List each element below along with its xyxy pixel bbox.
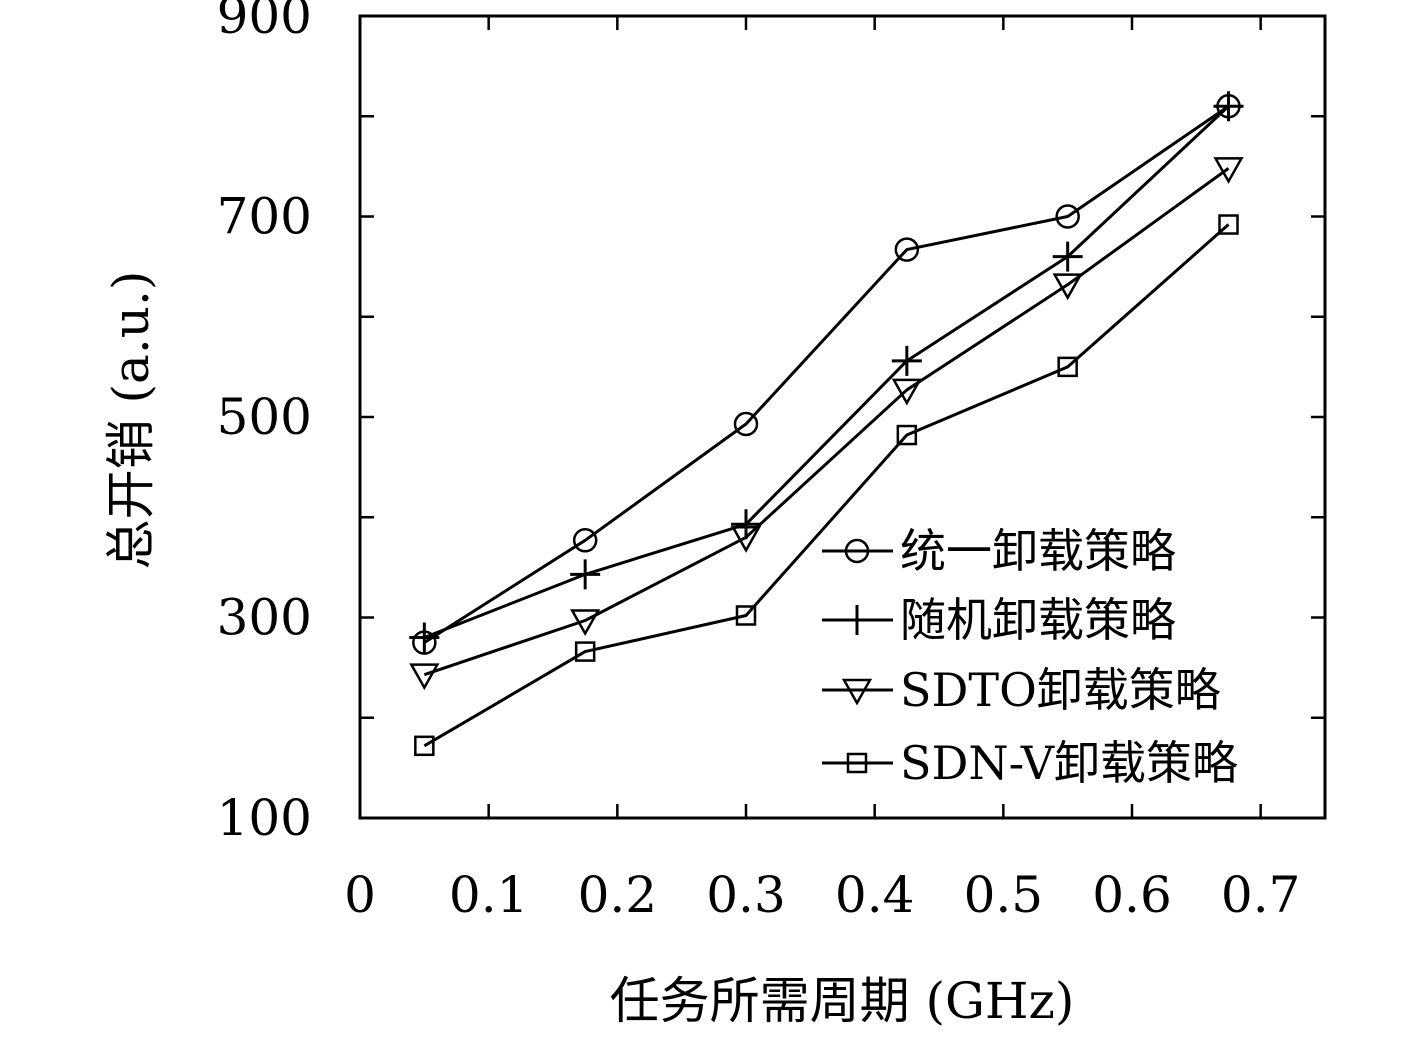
axes: 0 0.1 0.2 0.3 0.4 0.5 0.6 0.7 100 300 500 700 900 bbox=[217, 0, 1327, 924]
marker-plus bbox=[1052, 241, 1083, 272]
marker-triangle bbox=[409, 663, 440, 691]
legend-item: 随机卸载策略 bbox=[822, 593, 1176, 647]
legend-label: 随机卸载策略 bbox=[900, 593, 1176, 647]
series-layer bbox=[409, 91, 1244, 757]
series-line bbox=[423, 223, 1230, 748]
marker-plus bbox=[570, 559, 601, 590]
y-tick-label: 100 bbox=[217, 789, 312, 847]
marker-plus bbox=[731, 509, 761, 540]
marker-plus bbox=[1213, 91, 1244, 122]
marker-triangle bbox=[570, 609, 601, 637]
marker-plus bbox=[842, 605, 872, 635]
marker-square bbox=[846, 752, 868, 774]
legend-label: SDTO卸载策略 bbox=[900, 663, 1221, 717]
x-tick-label: 0.6 bbox=[1092, 866, 1172, 924]
legend-label: SDN-V卸载策略 bbox=[900, 736, 1238, 790]
marker-plus bbox=[891, 345, 922, 376]
marker-circle bbox=[844, 538, 870, 564]
marker-square bbox=[414, 735, 435, 757]
y-tick-label: 900 bbox=[217, 0, 312, 45]
marker-square bbox=[1218, 214, 1239, 235]
x-axis-label: 任务所需周期 (GHz) bbox=[610, 972, 1075, 1030]
legend-item: SDTO卸载策略 bbox=[822, 663, 1221, 717]
marker-triangle bbox=[841, 678, 873, 706]
marker-square bbox=[735, 605, 757, 626]
x-tick-label: 0.2 bbox=[578, 866, 658, 924]
x-tick-label: 0 bbox=[344, 866, 376, 924]
series-line bbox=[423, 105, 1230, 639]
legend-item: SDN-V卸载策略 bbox=[822, 736, 1238, 790]
x-tick-label: 0.3 bbox=[706, 866, 786, 924]
marker-square bbox=[1057, 356, 1078, 378]
legend-label: 统一卸载策略 bbox=[900, 524, 1176, 578]
y-tick-label: 300 bbox=[217, 589, 312, 647]
legend-item: 统一卸载策略 bbox=[822, 524, 1176, 578]
x-tick-label: 0.4 bbox=[835, 866, 915, 924]
series bbox=[409, 157, 1244, 691]
series bbox=[409, 91, 1244, 653]
marker-triangle bbox=[1213, 157, 1244, 184]
marker-triangle bbox=[1052, 273, 1083, 301]
marker-square bbox=[574, 641, 596, 662]
series-line bbox=[423, 104, 1230, 644]
marker-circle bbox=[894, 237, 920, 262]
marker-circle bbox=[733, 411, 759, 437]
x-tick-label: 0.7 bbox=[1221, 866, 1301, 924]
series-line bbox=[423, 167, 1230, 677]
marker-circle bbox=[1055, 204, 1080, 229]
series bbox=[414, 214, 1239, 757]
marker-square bbox=[896, 424, 918, 446]
y-axis-label: 总开销 (a.u.) bbox=[102, 271, 160, 570]
marker-triangle bbox=[730, 526, 762, 553]
marker-circle bbox=[572, 528, 598, 553]
y-tick-label: 700 bbox=[217, 188, 312, 246]
x-tick-label: 0.1 bbox=[449, 866, 529, 924]
marker-triangle bbox=[891, 378, 922, 406]
marker-plus bbox=[409, 622, 440, 653]
y-tick-label: 500 bbox=[217, 388, 312, 446]
x-tick-label: 0.5 bbox=[964, 866, 1044, 924]
